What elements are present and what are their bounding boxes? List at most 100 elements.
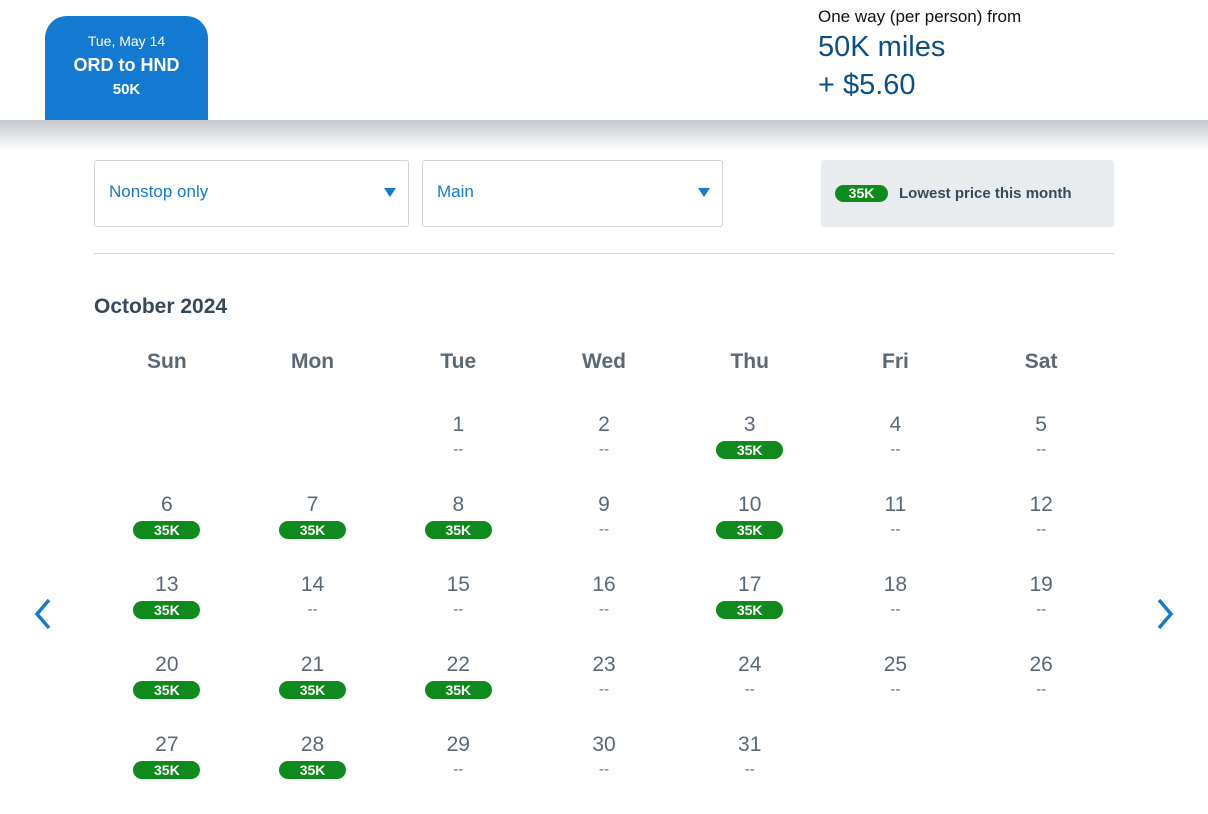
calendar-day[interactable]: 11 -- <box>823 490 969 570</box>
day-price: -- <box>823 681 969 699</box>
day-number: 10 <box>738 493 762 516</box>
day-number: 8 <box>452 493 465 516</box>
day-number: 2 <box>598 413 610 436</box>
calendar-day[interactable]: 1 -- <box>385 410 531 490</box>
lowest-price-badge: 35K <box>716 521 784 539</box>
day-price: 35K <box>94 521 240 539</box>
calendar-day[interactable]: 18 -- <box>823 570 969 650</box>
calendar-day[interactable]: 25 -- <box>823 650 969 730</box>
no-price: -- <box>890 681 901 698</box>
calendar-day[interactable]: 22 35K <box>385 650 531 730</box>
no-price: -- <box>1036 441 1047 458</box>
calendar-day[interactable]: 19 -- <box>968 570 1114 650</box>
day-price: -- <box>968 521 1114 539</box>
lowest-price-badge: 35K <box>279 761 347 779</box>
header: Tue, May 14 ORD to HND 50K One way (per … <box>0 0 1208 120</box>
month-title: October 2024 <box>94 295 228 318</box>
lowest-price-badge: 35K <box>133 681 201 699</box>
no-price: -- <box>453 761 464 778</box>
day-price: -- <box>968 601 1114 619</box>
no-price: -- <box>744 681 755 698</box>
day-number: 17 <box>738 573 762 596</box>
fare-summary: One way (per person) from 50K miles + $5… <box>818 7 1021 103</box>
calendar-day[interactable]: 12 -- <box>968 490 1114 570</box>
day-number: 16 <box>592 573 616 596</box>
day-price: 35K <box>240 761 386 779</box>
day-number: 1 <box>452 413 465 436</box>
lowest-price-badge: 35K <box>424 521 492 539</box>
calendar-day[interactable]: 15 -- <box>385 570 531 650</box>
day-number: 24 <box>738 653 762 676</box>
day-price: 35K <box>385 521 531 539</box>
no-price: -- <box>1036 601 1047 618</box>
tab-price: 50K <box>112 81 141 98</box>
calendar-day[interactable]: 14 -- <box>240 570 386 650</box>
day-number: 9 <box>598 493 610 516</box>
day-price: 35K <box>94 601 240 619</box>
day-price: -- <box>823 601 969 619</box>
day-number: 30 <box>592 733 616 756</box>
fare-label: One way (per person) from <box>818 7 1022 26</box>
day-price: -- <box>385 441 531 459</box>
chevron-left-icon[interactable] <box>34 598 52 630</box>
calendar-grid: Sun Mon Tue Wed Thu Fri Sat 1 -- 2 -- 3 35K 4 -- 5 -- 6 35… <box>94 346 1114 810</box>
cabin-select[interactable]: Main <box>422 160 723 227</box>
lowest-price-badge: 35K <box>424 681 492 699</box>
no-price: -- <box>453 601 464 618</box>
day-number: 12 <box>1029 493 1053 516</box>
calendar-day[interactable]: 13 35K <box>94 570 240 650</box>
day-number: 5 <box>1035 413 1047 436</box>
calendar-day[interactable]: 5 -- <box>968 410 1114 490</box>
calendar-day[interactable]: 7 35K <box>240 490 386 570</box>
calendar-day[interactable]: 24 -- <box>677 650 823 730</box>
calendar-day[interactable]: 21 35K <box>240 650 386 730</box>
day-number: 18 <box>883 573 908 596</box>
day-number: 25 <box>883 653 908 676</box>
divider <box>94 253 1114 254</box>
no-price: -- <box>1036 521 1047 538</box>
caret-down-icon <box>698 188 710 197</box>
weekday-header: Fri <box>882 350 909 373</box>
calendar-day[interactable]: 31 -- <box>677 730 823 810</box>
calendar-day[interactable]: 2 -- <box>531 410 677 490</box>
day-number: 31 <box>738 733 762 756</box>
lowest-price-badge: 35K <box>133 761 201 779</box>
day-number: 4 <box>889 413 902 436</box>
header-shadow <box>0 120 1208 150</box>
chevron-right-icon[interactable] <box>1156 598 1174 630</box>
calendar-day[interactable]: 6 35K <box>94 490 240 570</box>
day-price: -- <box>968 681 1114 699</box>
calendar-day[interactable]: 17 35K <box>677 570 823 650</box>
calendar-day[interactable]: 20 35K <box>94 650 240 730</box>
lowest-price-badge: 35K <box>279 521 347 539</box>
calendar-day[interactable]: 9 -- <box>531 490 677 570</box>
day-number: 3 <box>743 413 756 436</box>
lowest-price-badge: 35K <box>279 681 347 699</box>
calendar-day[interactable]: 27 35K <box>94 730 240 810</box>
day-price: -- <box>677 681 823 699</box>
calendar-day[interactable]: 10 35K <box>677 490 823 570</box>
day-price: -- <box>385 601 531 619</box>
day-number: 14 <box>300 573 325 596</box>
day-price: 35K <box>240 521 386 539</box>
selected-flight-tab[interactable]: Tue, May 14 ORD to HND 50K <box>45 16 208 120</box>
calendar-day[interactable]: 29 -- <box>385 730 531 810</box>
caret-down-icon <box>384 188 396 197</box>
calendar-day[interactable]: 28 35K <box>240 730 386 810</box>
stops-select[interactable]: Nonstop only <box>94 160 409 227</box>
fare-miles: 50K miles <box>818 31 946 63</box>
calendar-day[interactable]: 30 -- <box>531 730 677 810</box>
calendar-day[interactable]: 23 -- <box>531 650 677 730</box>
no-price: -- <box>598 601 609 618</box>
calendar-day[interactable]: 8 35K <box>385 490 531 570</box>
calendar-day[interactable]: 3 35K <box>677 410 823 490</box>
calendar-day[interactable]: 16 -- <box>531 570 677 650</box>
weekday-header: Sat <box>1024 350 1058 373</box>
calendar-day[interactable]: 26 -- <box>968 650 1114 730</box>
calendar-day[interactable]: 4 -- <box>823 410 969 490</box>
no-price: -- <box>1036 681 1047 698</box>
legend-label: Lowest price this month <box>899 185 1072 202</box>
no-price: -- <box>598 681 609 698</box>
day-number: 15 <box>446 573 470 596</box>
day-price: 35K <box>94 761 240 779</box>
